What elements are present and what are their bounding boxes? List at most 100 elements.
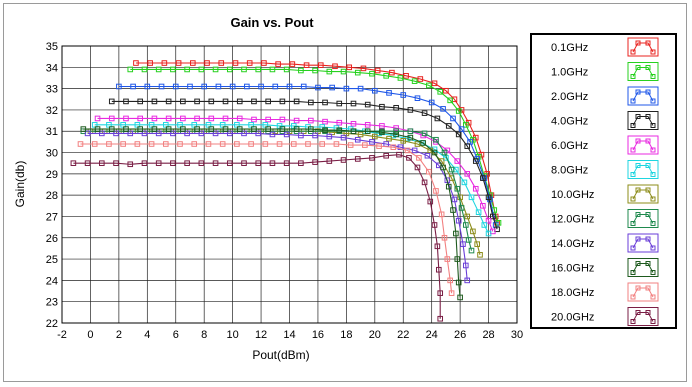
data-point (194, 115, 200, 122)
data-point (155, 160, 162, 166)
data-point (283, 131, 290, 138)
data-point (226, 130, 233, 137)
data-point (455, 217, 462, 224)
data-point (350, 120, 357, 127)
data-point (319, 124, 326, 130)
series-20.0GHz (70, 151, 444, 322)
data-point (374, 67, 381, 74)
data-point (450, 207, 456, 213)
data-point (421, 179, 428, 186)
data-point (116, 83, 122, 90)
data-point (485, 217, 492, 224)
data-point (477, 252, 483, 258)
series-layer (70, 60, 502, 322)
data-point (431, 80, 438, 87)
data-point (383, 152, 389, 159)
data-point (208, 98, 215, 105)
legend-swatch (627, 307, 659, 326)
data-point (407, 128, 414, 135)
data-point (383, 73, 389, 79)
legend-swatch-marker (630, 270, 636, 275)
data-point (319, 141, 326, 147)
data-point (219, 122, 226, 128)
data-point (151, 126, 158, 132)
data-point (445, 123, 452, 129)
data-point (175, 60, 182, 66)
data-point (397, 144, 404, 151)
data-point (208, 115, 215, 122)
data-point (236, 98, 243, 105)
data-point (403, 73, 409, 79)
x-tick-label: 14 (283, 329, 295, 341)
legend-label: 16.0GHz (551, 263, 594, 275)
data-point (113, 160, 119, 166)
plot-area (61, 45, 518, 324)
data-point (208, 126, 215, 132)
legend-item: 16.0GHz (551, 258, 659, 277)
data-point (298, 132, 304, 139)
data-point (84, 160, 91, 166)
legend-item: 20.0GHz (551, 307, 659, 326)
legend-swatch-marker (635, 187, 641, 193)
data-point (108, 98, 115, 105)
data-point (232, 60, 239, 66)
data-point (123, 126, 129, 132)
legend-swatch-marker (650, 147, 656, 153)
data-point (251, 98, 257, 105)
legend-item: 2.0GHz (551, 86, 659, 106)
legend-swatch-marker (650, 49, 656, 55)
data-point (127, 66, 134, 73)
legend-label: 0.1GHz (551, 42, 588, 54)
data-point (194, 126, 200, 132)
data-point (312, 159, 318, 165)
data-point (290, 141, 297, 147)
legend-swatch-marker (630, 294, 636, 300)
data-point (261, 60, 267, 66)
data-point (379, 123, 385, 129)
data-point (226, 160, 233, 166)
data-point (99, 160, 105, 166)
data-point (279, 116, 286, 123)
data-point (94, 126, 101, 132)
data-point (184, 66, 190, 73)
y-tick-label: 28 (46, 190, 58, 202)
data-point (248, 141, 254, 147)
data-point (151, 115, 158, 122)
y-axis-label: Gain(db) (13, 161, 27, 208)
data-point (372, 133, 378, 140)
data-point (184, 160, 190, 166)
legend-swatch-marker (645, 40, 651, 46)
data-point (437, 290, 444, 296)
legend-label: 1.0GHz (551, 67, 588, 79)
data-point (322, 127, 328, 133)
data-point (447, 97, 453, 104)
data-point (343, 85, 350, 92)
data-point (467, 139, 473, 145)
data-point (460, 241, 466, 247)
data-point (190, 60, 196, 66)
data-point (215, 83, 222, 90)
legend-item: 4.0GHz (551, 111, 659, 130)
x-tick-label: 8 (201, 329, 207, 341)
data-point (463, 222, 469, 228)
x-tick-label: 22 (397, 329, 409, 341)
data-point (198, 66, 205, 73)
y-tick-label: 34 (46, 62, 58, 74)
data-point (438, 211, 445, 218)
data-point (298, 67, 304, 74)
legend-swatch (627, 282, 659, 302)
data-point (485, 194, 492, 201)
x-tick-label: 28 (482, 329, 494, 341)
legend-swatch-marker (635, 89, 641, 95)
data-point (448, 166, 455, 173)
data-point (472, 158, 479, 164)
x-tick-label: 26 (454, 329, 466, 341)
data-point (113, 130, 119, 137)
legend-swatch-marker (645, 89, 651, 95)
legend-label: 20.0GHz (551, 312, 594, 324)
data-point (218, 60, 225, 66)
legend-swatch (627, 111, 659, 130)
data-point (265, 116, 271, 123)
data-point (201, 83, 207, 90)
data-point (480, 203, 486, 209)
